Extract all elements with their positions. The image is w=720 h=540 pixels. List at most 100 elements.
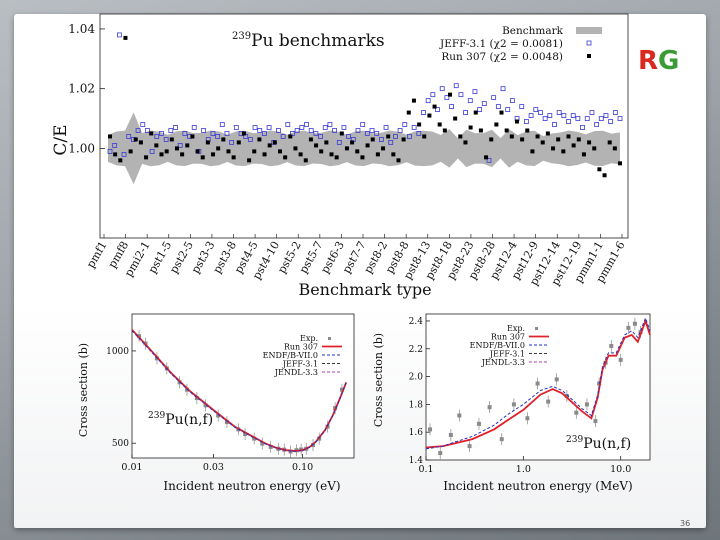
jeff-point (566, 119, 571, 124)
run307-point (355, 149, 360, 154)
evaluation-line (425, 316, 651, 450)
y-tick-label: 1.8 (409, 400, 424, 410)
chart-annotation: 239Pu(n,f) (566, 435, 631, 452)
exp-point (428, 427, 433, 432)
jeff-point (116, 32, 122, 38)
chart-title: 239Pu benchmarks (232, 31, 385, 51)
run307-point (288, 134, 293, 139)
jeff-point (210, 131, 216, 136)
run307-point (386, 134, 391, 139)
jeff-point (500, 86, 506, 92)
y-tick-label: 1.02 (68, 82, 95, 96)
run307-point (468, 125, 473, 130)
run307-point (205, 140, 210, 145)
run307-point (545, 131, 550, 136)
benchmark-chart: 1.00 1.02 1.04 239Pu benchmarks C/E Benchm… (51, 13, 630, 299)
exp-point (476, 421, 481, 426)
plot-frame (99, 13, 629, 239)
run307-point (241, 131, 246, 136)
run307-point (133, 137, 138, 142)
run307-point (581, 152, 586, 157)
jeff-point (262, 131, 267, 136)
legend-label: JENDL-3.3 (481, 358, 525, 367)
exp-point (618, 357, 623, 362)
run307-point (324, 140, 329, 145)
run307-point (344, 146, 349, 151)
jeff-point (491, 95, 497, 101)
y-tick-label: 2.2 (409, 345, 423, 355)
x-tick-label: 0.10 (292, 462, 313, 473)
exp-point (535, 381, 540, 386)
run307-point (211, 152, 216, 157)
run307-point (272, 140, 277, 145)
exp-point (457, 413, 462, 418)
jeff-point (383, 125, 389, 130)
jeff-point (135, 128, 141, 133)
run307-point (381, 146, 386, 151)
cross-section-fast-chart: 0.1 1.0 10.0 1.4 1.6 1.8 2.0 2.2 2.4 Exp.Run 307E… (372, 313, 651, 493)
jeff-point (364, 131, 370, 136)
run307-point (530, 149, 535, 154)
run307-point (154, 143, 159, 148)
run307-point (448, 92, 452, 97)
jeff-point (561, 113, 567, 118)
run307-point (123, 35, 128, 40)
run307-point (216, 146, 221, 151)
run307-point (396, 158, 401, 163)
jeff-point (547, 113, 553, 118)
exp-point (467, 444, 472, 449)
run307-point (195, 149, 200, 154)
jeff-point (598, 116, 604, 121)
chart-annotation: 239Pu(n,f) (148, 411, 213, 428)
x-axis-label: Incident neutron energy (MeV) (443, 479, 632, 493)
exp-point (546, 399, 551, 404)
run307-point (612, 146, 617, 151)
y-tick-label: 2.4 (409, 317, 424, 327)
cross-section-thermal-chart: 0.01 0.03 0.10 500 1000 Exp.Run 307ENDF/B-VII… (77, 313, 355, 493)
run307-point (185, 143, 190, 148)
run307-point (571, 143, 576, 148)
run307-point (535, 134, 540, 139)
jeff-point (168, 128, 174, 133)
run307-point (221, 137, 226, 142)
jeff-point (318, 134, 323, 139)
jeff-point (247, 137, 253, 142)
jeff-point (257, 128, 263, 133)
jeff-point (608, 119, 614, 124)
jeff-point (533, 107, 539, 112)
run307-point (509, 134, 514, 139)
jeff-point (360, 122, 366, 127)
run307-point (607, 140, 612, 145)
exp-point (268, 444, 273, 449)
jeff-point (467, 98, 473, 104)
jeff-point (304, 122, 309, 127)
jeff-point (341, 125, 347, 130)
legend-label: ENDF/B-VII.0 (263, 351, 318, 360)
run307-point (406, 110, 411, 115)
exp-point (438, 451, 443, 456)
legend-label: JEFF-3.1 (489, 350, 525, 359)
jeff-point (486, 157, 492, 163)
jeff-point (556, 110, 562, 115)
run307-line (425, 318, 651, 449)
jeff-point (617, 116, 623, 121)
jeff-point (542, 116, 548, 121)
y-axis-label: C/E (51, 124, 71, 155)
annotation-main: Pu(n,f) (165, 412, 213, 428)
y-tick-label: 1.00 (68, 141, 95, 155)
benchmark-band (108, 112, 620, 185)
legend-exp-swatch (328, 337, 331, 340)
run307-point (458, 134, 463, 139)
jeff-point (449, 104, 454, 109)
run307-point (499, 110, 504, 115)
category-label: pmf1 (84, 239, 110, 270)
run307-point (231, 155, 236, 160)
title-main: Pu benchmarks (251, 31, 385, 51)
run307-point (561, 149, 566, 154)
jeff-point (173, 125, 178, 130)
jeff-point (149, 148, 155, 154)
y-tick-label: 1000 (106, 347, 129, 357)
jeff-point (346, 134, 352, 139)
run307-point (144, 155, 149, 160)
jeff-point (374, 131, 380, 136)
